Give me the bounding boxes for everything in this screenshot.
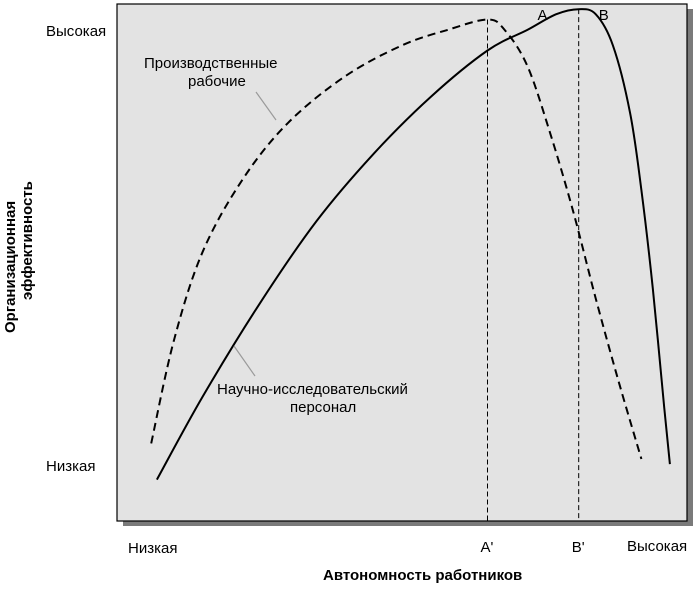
x-axis-label: Автономность работников xyxy=(323,567,522,584)
y-tick-low: Низкая xyxy=(46,458,95,475)
series-line-research-staff xyxy=(156,8,671,481)
y-tick-high: Высокая xyxy=(46,23,106,40)
x-tick-A-prime: A' xyxy=(481,539,494,556)
series-label-production-line1: Производственные xyxy=(144,55,278,72)
x-tick-low: Низкая xyxy=(128,540,177,557)
plot-area xyxy=(116,3,688,522)
series-label-research-line2: персонал xyxy=(290,399,356,416)
x-tick-B-prime: B' xyxy=(572,539,585,556)
leader-production xyxy=(255,91,277,121)
series-label-production-line2: рабочие xyxy=(188,73,246,90)
peak-label-A: A xyxy=(538,7,548,24)
series-line-production-workers xyxy=(150,18,643,460)
peak-label-B: B xyxy=(599,7,609,24)
y-axis-label-line2: эффективность xyxy=(19,181,36,300)
y-axis-label-line1: Организационная xyxy=(2,201,19,333)
x-tick-high: Высокая xyxy=(627,538,687,555)
leader-research xyxy=(233,345,256,377)
series-label-research-line1: Научно-исследовательский xyxy=(217,381,408,398)
